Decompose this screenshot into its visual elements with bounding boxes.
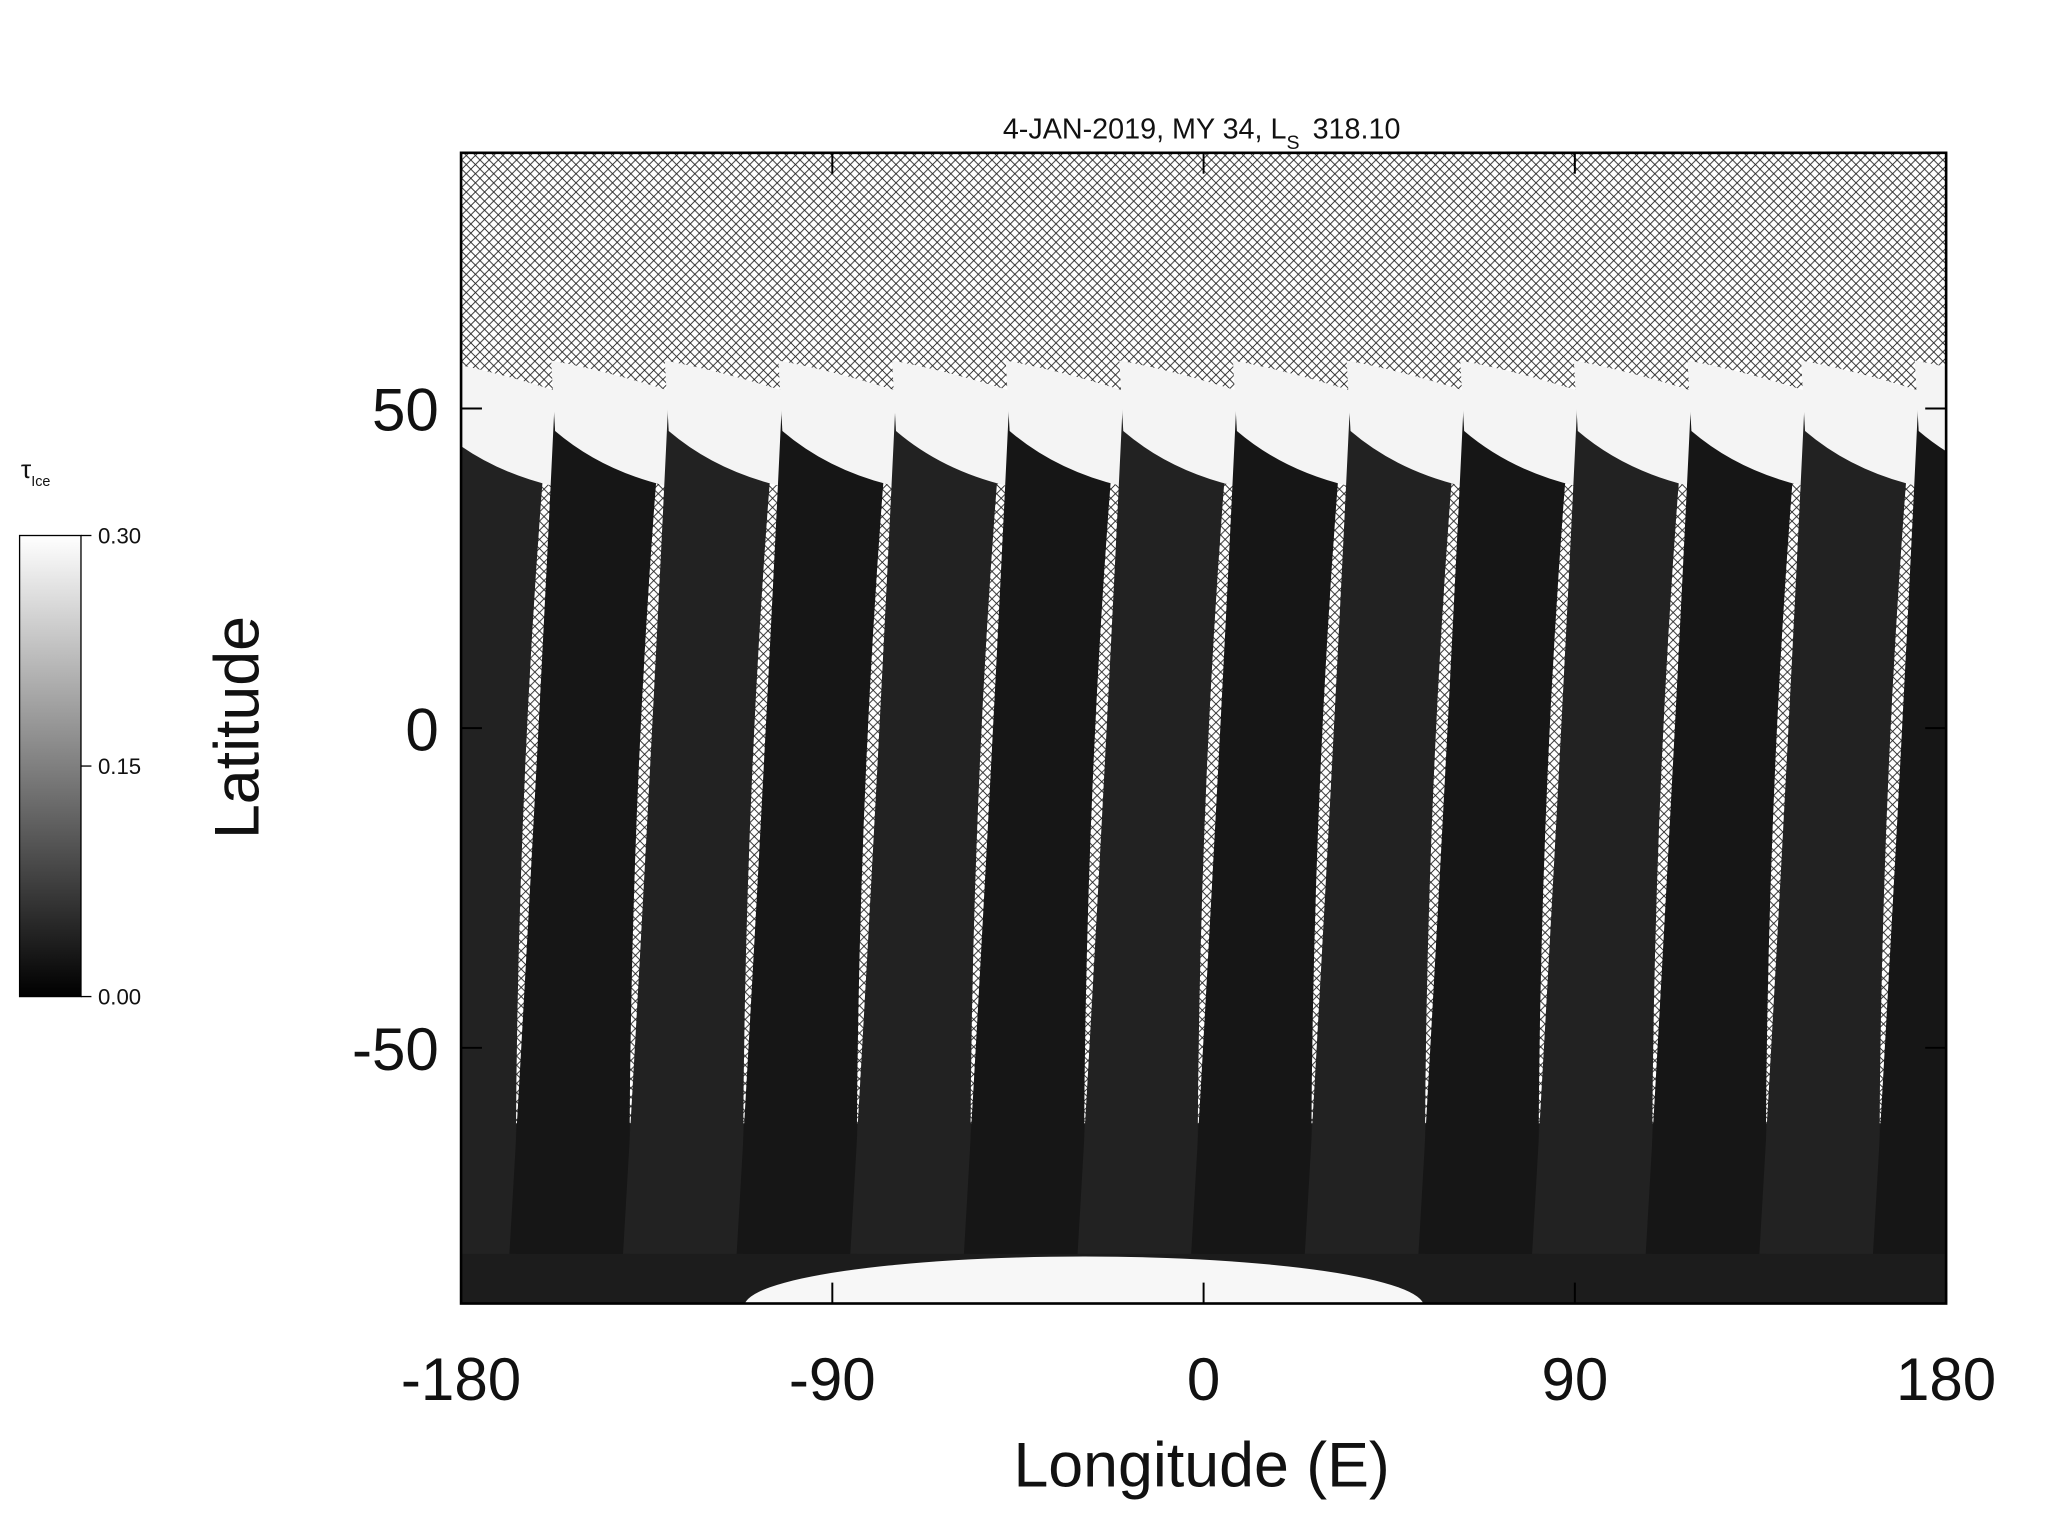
swath-cap — [1801, 360, 1923, 486]
swath — [1191, 391, 1346, 1254]
colorbar-subscript: Ice — [31, 474, 50, 490]
swath-cap — [778, 360, 900, 486]
colorbar — [18, 534, 82, 998]
y-tick-label: 0 — [405, 696, 438, 763]
x-tick-label: 0 — [1187, 1346, 1220, 1413]
swath-cap — [1232, 360, 1355, 486]
swath-cap — [461, 365, 560, 486]
y-axis-label: Latitude — [203, 616, 273, 839]
swath — [461, 391, 550, 1254]
swath-cap — [551, 360, 673, 486]
swath — [1759, 391, 1914, 1254]
x-tick-label: -90 — [789, 1346, 876, 1413]
swath — [1532, 391, 1687, 1254]
colorbar-tick-label: 0.15 — [98, 754, 141, 779]
swath — [963, 391, 1119, 1254]
swath — [1418, 391, 1573, 1254]
swath-cap — [1346, 360, 1469, 486]
swath — [509, 391, 664, 1254]
chart-title: 4-JAN-2019, MY 34, LS 318.10 — [1003, 113, 1401, 153]
swath — [736, 391, 891, 1254]
swath — [1077, 391, 1232, 1254]
title-subscript: S — [1286, 132, 1299, 154]
swath-cap — [892, 360, 1014, 486]
polar-cap — [745, 1256, 1424, 1304]
swath-cap — [1687, 360, 1809, 486]
x-tick-label: -180 — [401, 1346, 521, 1413]
colorbar-symbol: τ — [21, 454, 32, 484]
title-main: 4-JAN-2019, MY 34, L — [1003, 113, 1287, 145]
colorbar-tick-label: 0.00 — [98, 984, 141, 1009]
swath — [1645, 391, 1800, 1254]
swath — [1872, 391, 1947, 1254]
swath — [623, 391, 778, 1254]
swath — [1304, 391, 1459, 1254]
swath-cap — [1914, 360, 1947, 452]
swath-imagery — [461, 360, 1947, 1304]
colorbar-tick-label: 0.30 — [98, 523, 141, 548]
swath-cap — [1573, 360, 1696, 486]
swath-cap — [1460, 360, 1582, 486]
y-tick-label: -50 — [352, 1016, 439, 1083]
y-tick-label: 50 — [372, 377, 439, 444]
swath-cap — [1119, 360, 1241, 486]
swath — [850, 391, 1005, 1254]
x-tick-label: 180 — [1896, 1346, 1996, 1413]
title-value: 318.10 — [1313, 113, 1401, 145]
swath-cap — [664, 360, 787, 486]
swath-cap — [1005, 360, 1128, 486]
colorbar-label: τIce — [21, 454, 50, 490]
x-axis-label: Longitude (E) — [1013, 1430, 1389, 1500]
x-tick-label: 90 — [1541, 1346, 1608, 1413]
